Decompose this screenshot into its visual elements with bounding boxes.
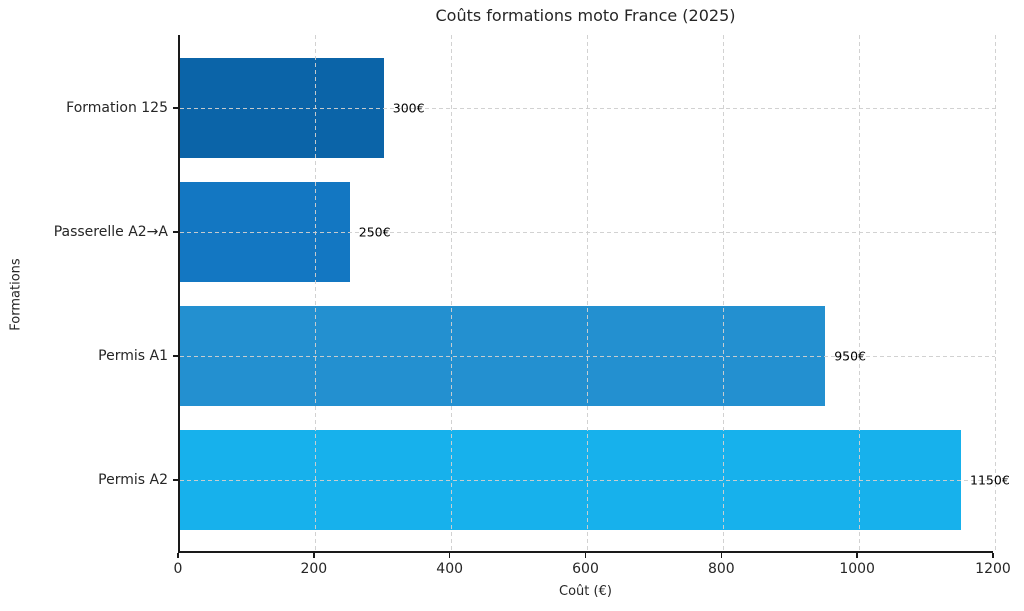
y-tick-mark <box>173 231 178 233</box>
chart-title: Coûts formations moto France (2025) <box>435 6 736 25</box>
y-tick-label: Permis A2 <box>98 472 168 488</box>
x-tick-label: 400 <box>436 561 464 577</box>
bar-value-label: 300€ <box>392 100 425 116</box>
x-gridline <box>994 35 996 553</box>
y-tick-label: Permis A1 <box>98 348 168 364</box>
x-gridline <box>722 35 724 553</box>
y-tick-label: Passerelle A2→A <box>53 224 168 240</box>
x-tick-mark <box>448 553 451 558</box>
y-tick-label: Formation 125 <box>66 100 168 116</box>
x-gridline <box>451 35 453 553</box>
y-tick-mark <box>173 355 178 357</box>
x-tick-mark <box>992 553 994 558</box>
x-tick-mark <box>177 553 179 558</box>
x-tick-mark <box>313 553 315 558</box>
y-tick-mark <box>173 479 178 481</box>
x-gridline <box>858 35 860 553</box>
bar-value-label: 1150€ <box>970 472 1010 488</box>
x-tick-label: 800 <box>707 561 735 577</box>
bar-value-label: 950€ <box>834 348 867 364</box>
x-tick-mark <box>720 553 723 558</box>
x-gridline <box>587 35 588 553</box>
plot-area: 300€ 250€ 950€ 1150€ <box>178 35 1010 553</box>
x-axis-label: Coût (€) <box>559 584 612 599</box>
x-tick-label: 1000 <box>839 561 875 577</box>
bar-value-label: 250€ <box>358 224 391 240</box>
y-tick-mark <box>173 107 178 109</box>
x-tick-label: 200 <box>300 561 328 577</box>
x-tick-mark <box>584 553 587 558</box>
x-tick-label: 600 <box>572 561 599 577</box>
x-gridline <box>315 35 317 553</box>
y-axis-label: Formations <box>8 258 24 331</box>
x-tick-label: 1200 <box>975 561 1011 577</box>
x-tick-mark <box>856 553 858 558</box>
x-tick-label: 0 <box>173 561 183 577</box>
